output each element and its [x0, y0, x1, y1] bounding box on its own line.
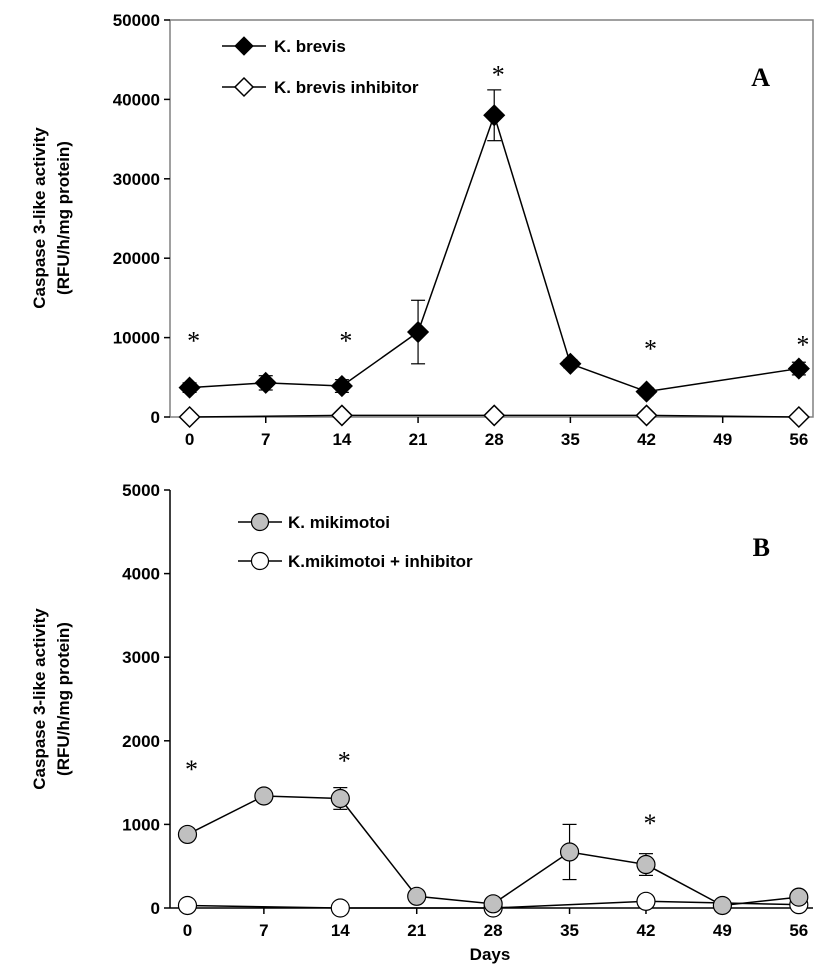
x-tick-label: 7 [259, 921, 268, 940]
x-tick-label: 42 [637, 921, 656, 940]
y-tick-label: 4000 [122, 565, 160, 584]
significance-star: * [644, 335, 657, 364]
data-point [330, 374, 353, 398]
legend: K. brevis K. brevis inhibitor [222, 36, 419, 98]
x-tick-label: 42 [637, 430, 656, 449]
data-point [636, 891, 656, 911]
y-tick-label: 1000 [122, 815, 160, 834]
legend-label: K. mikimotoi [288, 513, 390, 532]
y-tick-label: 10000 [113, 329, 160, 348]
y-axis-label: Caspase 3-like activity [30, 127, 49, 309]
data-point [330, 788, 350, 809]
data-point [483, 404, 506, 427]
data-point [330, 404, 353, 427]
legend-marker-circle-gray [250, 512, 270, 532]
data-point [407, 886, 427, 906]
significance-star: * [185, 755, 198, 784]
data-point [330, 898, 350, 918]
y-tick-label: 3000 [122, 648, 160, 667]
legend-label: K. brevis [274, 37, 346, 56]
x-tick-label: 14 [331, 921, 350, 940]
significance-star: * [643, 809, 656, 838]
x-tick-label: 14 [332, 430, 351, 449]
x-tick-label: 0 [183, 921, 192, 940]
legend-label: K. brevis inhibitor [274, 78, 419, 97]
series-line [187, 795, 799, 907]
legend-marker-diamond-open [233, 76, 255, 98]
data-point [635, 380, 658, 403]
data-point [483, 894, 503, 914]
data-point [635, 404, 658, 427]
data-point [178, 376, 201, 399]
y-axis-label-units: (RFU/h/mg protein) [54, 622, 73, 776]
data-point [177, 824, 198, 845]
x-tick-label: 0 [185, 430, 194, 449]
data-point [254, 786, 274, 806]
data-point [178, 405, 201, 429]
series-line [189, 112, 799, 393]
x-tick-label: 56 [789, 921, 808, 940]
x-tick-label: 21 [409, 430, 428, 449]
y-tick-label: 0 [151, 408, 160, 427]
legend: K. mikimotoi K.mikimotoi + inhibitor [238, 512, 473, 571]
x-tick-label: 28 [484, 921, 503, 940]
data-point [789, 887, 809, 907]
data-point [177, 895, 198, 916]
x-tick-label: 35 [561, 430, 580, 449]
x-tick-label: 7 [261, 430, 270, 449]
y-tick-label: 40000 [113, 90, 160, 109]
legend-marker-diamond-filled [234, 36, 254, 56]
data-point [787, 405, 810, 429]
x-tick-label: 56 [789, 430, 808, 449]
y-tick-label: 2000 [122, 732, 160, 751]
significance-star: * [187, 327, 200, 356]
y-axis-label: Caspase 3-like activity [30, 608, 49, 790]
y-tick-label: 30000 [113, 170, 160, 189]
x-tick-label: 28 [485, 430, 504, 449]
x-tick-label: 35 [560, 921, 579, 940]
significance-star: * [492, 61, 505, 90]
data-point [483, 104, 506, 127]
data-point [712, 895, 732, 916]
data-point [407, 320, 430, 344]
panel-b: 0 1000 2000 3000 4000 5000 0 7 14 21 28 35 42 49 56 *… [30, 481, 813, 964]
x-axis-label: Days [470, 945, 511, 964]
data-point [787, 357, 810, 380]
data-point [636, 854, 656, 875]
panel-label: A [751, 63, 770, 92]
y-axis-label-units: (RFU/h/mg protein) [54, 141, 73, 295]
legend-marker-circle-open [250, 551, 270, 571]
significance-star: * [339, 327, 352, 356]
significance-star: * [796, 331, 809, 360]
data-point [254, 371, 277, 394]
legend-label: K.mikimotoi + inhibitor [288, 552, 473, 571]
significance-star: * [338, 747, 351, 776]
y-tick-label: 20000 [113, 249, 160, 268]
y-tick-label: 5000 [122, 481, 160, 500]
panel-a: 0 10000 20000 30000 40000 50000 0 7 14 21 28 35 42 4… [30, 11, 814, 449]
x-tick-label: 49 [713, 430, 732, 449]
x-tick-label: 21 [407, 921, 426, 940]
data-point [559, 842, 580, 862]
y-tick-label: 0 [151, 899, 160, 918]
panel-label: B [753, 533, 770, 562]
x-tick-label: 49 [713, 921, 732, 940]
y-tick-label: 50000 [113, 11, 160, 30]
data-point [559, 352, 582, 375]
